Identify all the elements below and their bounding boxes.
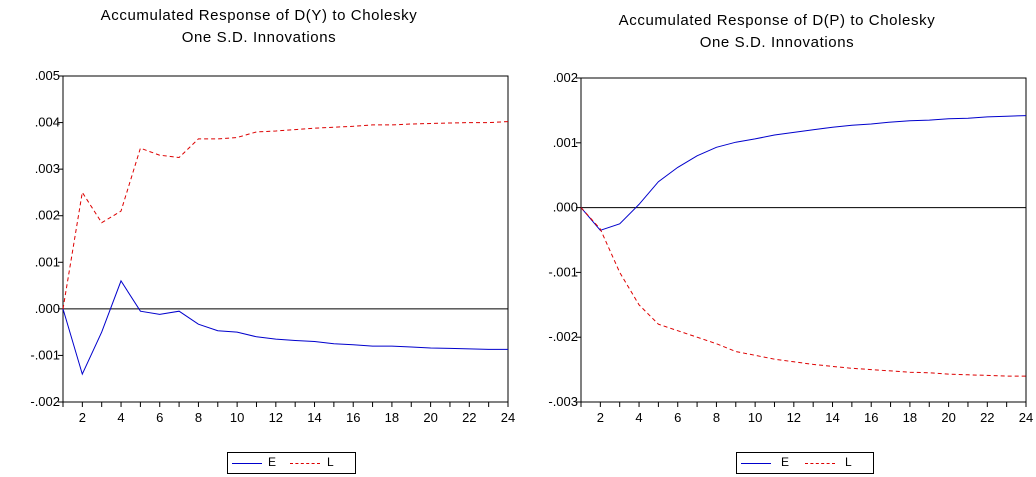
x-tick-label: 14 [825, 410, 839, 425]
x-tick-label: 4 [635, 410, 642, 425]
chart-title-line1: Accumulated Response of D(Y) to Cholesky [100, 7, 418, 24]
x-tick-label: 22 [462, 410, 476, 425]
legend-swatch-l [805, 463, 835, 464]
plot-frame [62, 75, 509, 403]
y-tick-label: .002 [35, 208, 60, 223]
x-tick-label: 24 [501, 410, 515, 425]
x-tick-label: 22 [980, 410, 994, 425]
x-tick-label: 2 [79, 410, 86, 425]
x-tick-label: 8 [195, 410, 202, 425]
y-tick-label: .000 [553, 200, 578, 215]
y-tick-label: .001 [35, 254, 60, 269]
x-tick-label: 6 [674, 410, 681, 425]
chart-panel-left: Accumulated Response of D(Y) to Cholesky… [30, 7, 515, 474]
legend-label-e: E [268, 455, 277, 469]
x-tick-label: 6 [156, 410, 163, 425]
plot-frame [580, 77, 1027, 403]
x-tick-label: 8 [713, 410, 720, 425]
series-line-l [580, 207, 1026, 377]
x-tick-label: 2 [597, 410, 604, 425]
x-tick-label: 18 [903, 410, 917, 425]
chart-legend: E L [227, 452, 356, 474]
x-tick-label: 16 [346, 410, 360, 425]
series-line-l [62, 121, 509, 309]
y-tick-label: .005 [35, 68, 60, 83]
x-tick-label: 16 [864, 410, 878, 425]
x-tick-label: 12 [269, 410, 283, 425]
x-tick-label: 20 [941, 410, 955, 425]
legend-label-l: L [327, 455, 334, 469]
x-tick-label: 10 [748, 410, 762, 425]
chart-title-line2: One S.D. Innovations [699, 34, 855, 51]
chart-panel-right: Accumulated Response of D(P) to Cholesky… [518, 0, 1036, 477]
legend-swatch-e [232, 463, 262, 464]
chart-legend: E L [736, 452, 874, 474]
y-tick-label: -.002 [548, 329, 578, 344]
legend-swatch-e [741, 463, 771, 464]
legend-swatch-l [290, 463, 320, 464]
x-tick-label: 20 [423, 410, 437, 425]
legend-label-l: L [845, 455, 852, 469]
x-tick-label: 10 [230, 410, 244, 425]
x-tick-label: 18 [385, 410, 399, 425]
x-tick-label: 12 [787, 410, 801, 425]
x-tick-label: 14 [307, 410, 321, 425]
y-tick-label: .001 [553, 135, 578, 150]
y-tick-label: .002 [553, 70, 578, 85]
x-tick-label: 4 [117, 410, 124, 425]
y-tick-label: -.002 [30, 394, 60, 409]
chart-title-line1: Accumulated Response of D(P) to Cholesky [618, 12, 936, 29]
y-tick-label: .004 [35, 115, 60, 130]
y-tick-label: .000 [35, 301, 60, 316]
y-tick-label: -.001 [548, 264, 578, 279]
y-tick-label: .003 [35, 161, 60, 176]
y-tick-label: -.001 [30, 347, 60, 362]
y-tick-label: -.003 [548, 394, 578, 409]
chart-title-line2: One S.D. Innovations [181, 29, 337, 46]
series-line-e [580, 115, 1027, 231]
legend-label-e: E [781, 455, 790, 469]
series-line-e [62, 279, 508, 376]
x-tick-label: 24 [1019, 410, 1033, 425]
